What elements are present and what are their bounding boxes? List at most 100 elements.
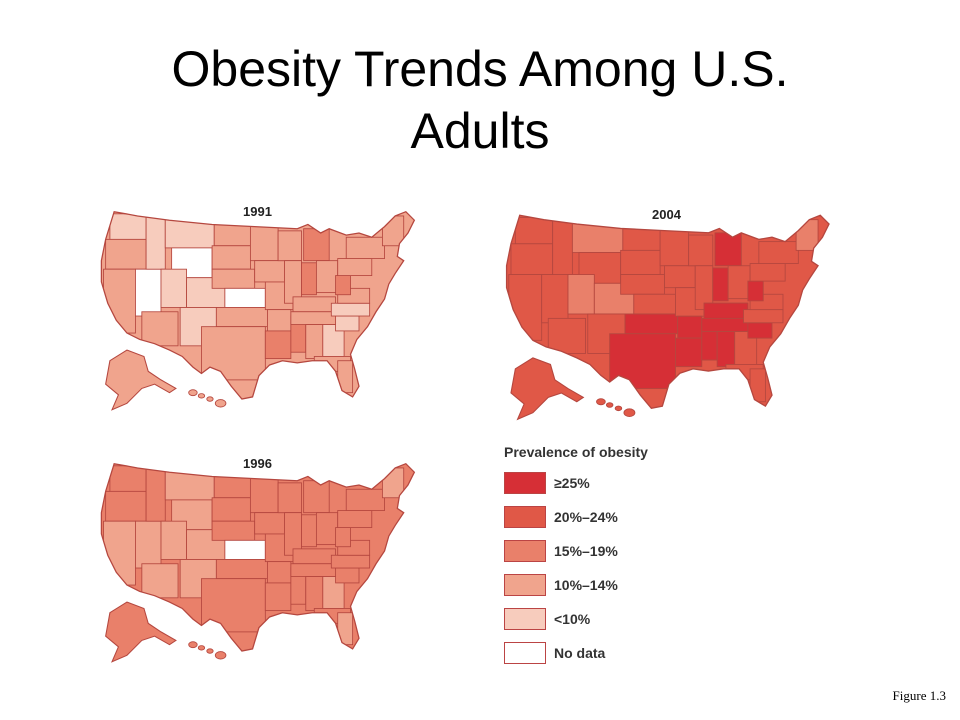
state-region [135,268,162,317]
state-region [292,296,337,313]
state-region [201,578,266,633]
state-region [749,368,766,403]
state-region [109,465,147,492]
state-region [345,488,385,511]
state-region [215,559,268,580]
legend-label: 15%–19% [554,543,618,559]
state-region [335,527,351,548]
state-region [315,260,339,294]
legend-item: 15%–19% [504,540,704,564]
state-region [267,309,292,332]
state-region [337,612,354,646]
state-region [249,224,279,262]
hawaii-island [614,405,623,412]
legend-item: No data [504,642,704,666]
state-region [141,563,179,599]
legend-label: <10% [554,611,591,627]
state-region [305,576,324,612]
state-region [277,482,302,514]
state-region [141,311,179,347]
us-map-2004 [505,214,830,421]
state-region [620,274,665,295]
state-region [335,275,351,296]
state-region [224,539,266,560]
us-outline [100,462,416,652]
map-1996: 1996 [95,452,425,667]
state-region [547,317,586,354]
hawaii-island [605,402,614,408]
hawaii-island [206,648,214,654]
state-region [213,476,251,499]
state-region [145,467,166,522]
us-outline [100,210,416,400]
map-year-label: 1991 [243,204,272,219]
state-region [330,302,371,317]
state-region [254,512,285,535]
state-region [688,234,714,267]
legend-swatch [504,472,546,494]
state-region [213,224,251,247]
legend-swatch [504,608,546,630]
state-region [135,520,162,569]
state-region [264,330,292,360]
state-region [201,326,266,381]
state-region [703,302,749,319]
map-year-label: 1996 [243,456,272,471]
state-region [743,309,784,324]
us-outline [505,214,830,410]
legend-label: No data [554,645,606,661]
hawaii-island [206,396,214,402]
state-region [105,238,147,270]
state-region [677,315,703,339]
legend-item: ≥25% [504,472,704,496]
state-region [109,213,147,240]
state-region [105,490,147,522]
state-region [620,249,661,275]
legend-label: ≥25% [554,475,590,491]
map-2004: 2004 [500,203,840,425]
state-region [249,476,279,514]
state-region [301,262,317,296]
legend-title: Prevalence of obesity [504,444,648,460]
legend-swatch [504,506,546,528]
state-region [264,582,292,612]
legend-item: <10% [504,608,704,632]
state-region [337,510,373,528]
state-region [292,548,337,565]
legend-item: 10%–14% [504,574,704,598]
us-map-1991 [100,210,416,411]
legend-label: 10%–14% [554,577,618,593]
hawaii-island [214,651,227,660]
title-line-1: Obesity Trends Among U.S. [171,41,789,97]
state-region [747,322,773,339]
state-region [211,268,256,289]
state-region [211,497,251,522]
state-region [701,317,751,332]
hawaii-island [214,399,227,408]
state-region [290,311,339,325]
state-region [567,274,595,315]
state-region [211,245,251,270]
state-region [664,265,696,289]
state-region [254,260,285,283]
state-region [675,337,703,368]
hawaii-island [623,408,636,417]
state-region [277,230,302,262]
alaska [105,601,177,663]
state-region [224,287,266,308]
state-region [145,215,166,270]
state-region [337,258,373,276]
state-region [727,265,751,300]
state-region [633,293,676,315]
state-region [345,236,385,259]
state-region [714,232,742,267]
state-region [659,228,690,267]
state-region [171,499,213,531]
hawaii-island [188,641,198,649]
state-region [315,512,339,546]
legend: Prevalence of obesity ≥25% 20%–24% 15%–1… [500,444,700,674]
state-region [303,480,330,514]
state-region [335,315,360,332]
state-region [514,217,554,245]
state-region [290,563,339,577]
